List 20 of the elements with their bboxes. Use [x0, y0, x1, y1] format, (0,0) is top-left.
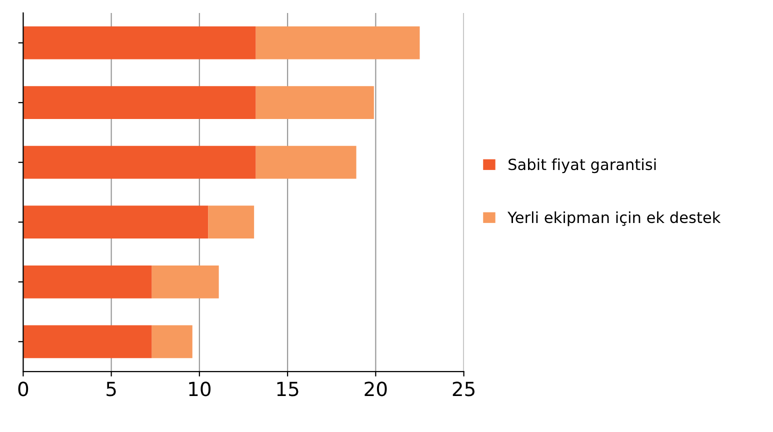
- bar: [23, 206, 208, 239]
- bar: [23, 265, 152, 298]
- bar: [23, 86, 256, 120]
- legend-label: Yerli ekipman için ek destek: [508, 211, 721, 226]
- bar: [208, 206, 254, 239]
- bar: [256, 86, 374, 120]
- bar: [23, 146, 256, 179]
- bar: [23, 325, 152, 358]
- x-tick-label: 20: [364, 382, 387, 396]
- x-tick-label: 15: [277, 382, 298, 396]
- x-tick-label: 10: [189, 382, 211, 396]
- x-tick-label: 0: [18, 382, 28, 396]
- bar: [152, 265, 219, 298]
- legend-label: Sabit fiyat garantisi: [508, 158, 656, 174]
- bar: [256, 26, 420, 60]
- bar: [23, 26, 256, 60]
- x-tick-label: 25: [452, 382, 474, 396]
- bar: [256, 146, 356, 179]
- bar: [152, 325, 192, 358]
- x-tick-label: 5: [106, 382, 116, 396]
